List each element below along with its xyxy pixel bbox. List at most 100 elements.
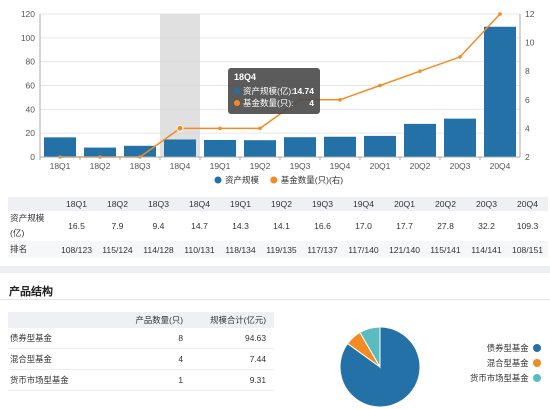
product-row: 债券型基金 8 94.63 — [8, 328, 274, 349]
y-left-tick-label: 0 — [30, 152, 35, 162]
pie-legend-item[interactable]: 货币市场型基金 — [470, 373, 541, 388]
y-left-tick-label: 40 — [26, 104, 36, 114]
pie-legend-dot-icon — [532, 359, 541, 367]
bar-series — [44, 26, 516, 157]
x-tick-label: 20Q4 — [490, 161, 511, 171]
bar — [124, 145, 156, 157]
product-name: 货币市场型基金 — [8, 369, 104, 391]
stats-rank-row: 排名 108/123 115/124 114/128 110/131 118/134 11… — [8, 241, 548, 258]
y-left-tick-label: 20 — [26, 128, 36, 138]
legend-label: 基金数量(只)(右) — [281, 175, 343, 185]
line-point — [418, 69, 422, 73]
pie-legend-item[interactable]: 混合型基金 — [470, 358, 541, 373]
pie-legend: 债券型基金 混合型基金 货币市场型基金 — [470, 343, 541, 388]
product-table: 产品数量(只) 规模合计(亿元) 债券型基金 8 94.63 混合型基金 4 7… — [8, 312, 274, 391]
stats-header-row: 18Q1 18Q2 18Q3 18Q4 19Q1 19Q2 19Q3 19Q4 20Q1 20Q2… — [8, 197, 548, 211]
y-left-tick-label: 60 — [26, 81, 36, 91]
pie-legend-label: 混合型基金 — [486, 358, 529, 368]
stats-rank-cell: 108/123 — [60, 244, 93, 255]
x-tick-label: 18Q1 — [50, 161, 71, 171]
bar — [204, 139, 236, 157]
scale-label: 资产规模(亿) — [10, 213, 45, 238]
legend-dot-icon — [270, 176, 278, 184]
product-header-row: 产品数量(只) 规模合计(亿元) — [8, 312, 274, 328]
stats-header-cell: 19Q4 — [352, 199, 375, 209]
stats-scale-cell: 16.5 — [68, 221, 85, 231]
x-tick-label: 20Q1 — [370, 161, 391, 171]
line-point — [498, 12, 502, 16]
stats-rank-cell: 114/128 — [143, 244, 174, 255]
stats-scale-cell: 7.9 — [111, 221, 124, 231]
x-tick-label: 19Q2 — [250, 161, 271, 171]
pie-slice — [359, 326, 381, 369]
product-scale: 94.63 — [189, 328, 274, 349]
stats-scale-cell: 14.1 — [273, 221, 290, 231]
tooltip-value: 4 — [309, 98, 314, 108]
bar — [324, 136, 356, 157]
stats-header-cell: 20Q1 — [393, 199, 416, 209]
product-count: 1 — [104, 369, 189, 391]
stats-header-cell: 18Q2 — [106, 199, 129, 209]
stats-scale-cell: 9.4 — [152, 221, 165, 231]
stats-scale-cell: 109.3 — [516, 221, 539, 231]
pie-legend-item[interactable]: 债券型基金 — [470, 343, 541, 358]
stats-rank-cell: 121/140 — [388, 244, 421, 255]
stats-rank-cell: 118/134 — [225, 244, 256, 255]
stats-rank-cell: 115/141 — [430, 244, 461, 255]
tooltip-title: 18Q4 — [234, 72, 256, 82]
tooltip-dot-icon — [234, 100, 240, 106]
product-scale: 9.31 — [189, 369, 274, 391]
pie-legend-dot-icon — [532, 374, 541, 382]
rank-label: 排名 — [10, 244, 28, 254]
pie-legend-dot-icon — [532, 344, 541, 352]
x-tick-label: 19Q3 — [290, 161, 311, 171]
stats-table: 18Q1 18Q2 18Q3 18Q4 19Q1 19Q2 19Q3 19Q4 20Q1 20Q2… — [8, 197, 548, 258]
stats-rank-cell: 110/131 — [184, 244, 215, 255]
x-tick-label: 20Q3 — [450, 161, 471, 171]
legend-label: 资产规模 — [225, 175, 260, 185]
x-tick-label: 20Q2 — [410, 161, 431, 171]
product-header-count: 产品数量(只) — [104, 312, 189, 328]
y-left-tick-label: 80 — [26, 57, 36, 67]
stats-header-cell: 18Q1 — [65, 199, 88, 209]
bar — [444, 118, 476, 157]
tooltip-dot-icon — [234, 88, 240, 94]
bar — [84, 147, 116, 157]
stats-rank-cell: 115/124 — [102, 244, 133, 255]
product-name: 混合型基金 — [8, 348, 104, 370]
tooltip-value: 14.74 — [293, 86, 315, 96]
stats-header-cell: 20Q4 — [516, 199, 539, 209]
stats-scale-cell: 32.2 — [478, 221, 495, 231]
stats-scale-cell: 14.3 — [232, 221, 249, 231]
chart-tooltip: 18Q4 资产规模(亿): 14.74 基金数量(只): 4 — [228, 68, 320, 114]
stats-header-cell: 19Q1 — [229, 199, 252, 209]
stats-scale-cell: 17.7 — [396, 221, 413, 231]
line-point — [338, 98, 342, 102]
stats-header-cell: 19Q2 — [270, 199, 293, 209]
stats-header-cell: 19Q3 — [311, 199, 334, 209]
stats-scale-row: 资产规模(亿) 16.5 7.9 9.4 14.7 14.3 14.1 16.6 17.0 17… — [8, 211, 548, 241]
stats-rank-cell: 119/135 — [266, 244, 297, 255]
bar — [164, 139, 196, 157]
title-rule — [0, 299, 550, 300]
y-right-tick-label: 12 — [525, 9, 535, 19]
y-right-tick-label: 10 — [525, 38, 535, 48]
x-tick-label: 19Q1 — [210, 161, 231, 171]
stats-rank-cell: 108/151 — [511, 244, 544, 255]
stats-rank-cell: 117/137 — [307, 244, 338, 255]
line-point — [218, 126, 222, 131]
bar — [364, 135, 396, 157]
pie-chart — [339, 326, 421, 408]
bar — [484, 26, 516, 157]
section-divider — [0, 266, 550, 273]
stats-scale-cell: 27.8 — [437, 221, 454, 231]
bar — [404, 123, 436, 157]
line-point — [176, 124, 184, 132]
product-header-name — [8, 312, 104, 328]
chart-legend: 资产规模 基金数量(只)(右) — [214, 175, 343, 185]
stats-rank-cell: 114/141 — [471, 244, 502, 255]
stats-scale-cell: 17.0 — [355, 221, 372, 231]
product-header-scale: 规模合计(亿元) — [189, 312, 274, 328]
